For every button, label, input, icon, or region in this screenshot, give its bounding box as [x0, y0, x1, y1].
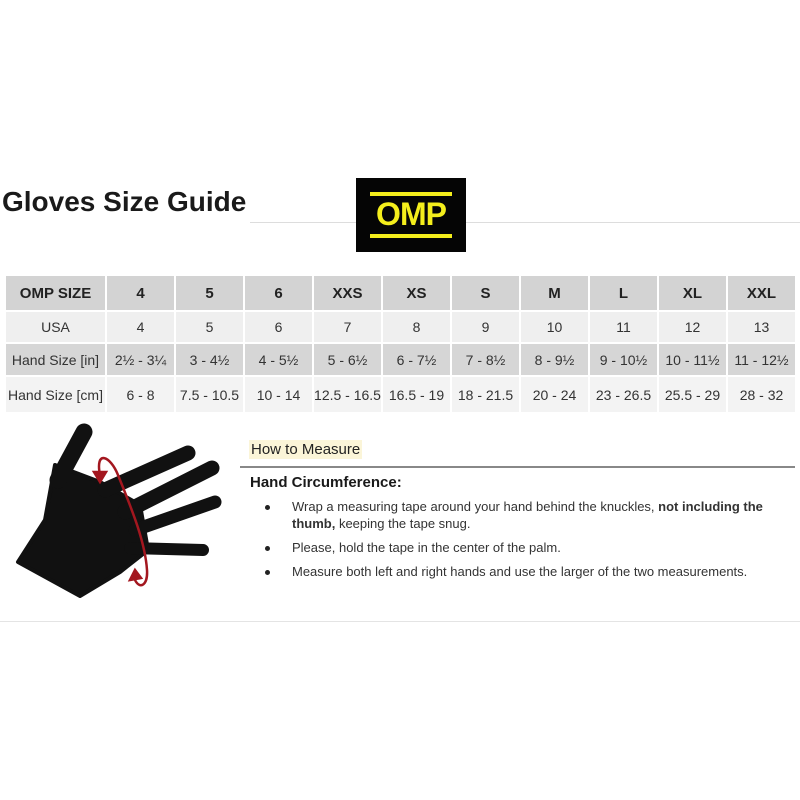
hand-measure-illustration [16, 423, 222, 598]
table-row: USA 4 5 6 7 8 9 10 11 12 13 [6, 312, 795, 342]
header-cell: XXL [728, 276, 795, 310]
bullet-text: Measure both left and right hands and us… [292, 564, 748, 579]
how-to-measure-heading: How to Measure [249, 440, 363, 459]
table-cell: 20 - 24 [521, 377, 588, 412]
omp-logo: OMP [356, 178, 466, 252]
bullet-bold-text: not including the thumb, [292, 499, 763, 531]
row-label-cell: Hand Size [in] [6, 344, 105, 375]
size-table: OMP SIZE 4 5 6 XXS XS S M L XL XXL USA 4 5 6 7 8 9 10 11 12 1… [4, 274, 797, 414]
table-cell: 4 [107, 312, 174, 342]
table-cell: 5 [176, 312, 243, 342]
table-cell: 6 [245, 312, 312, 342]
header-cell: 5 [176, 276, 243, 310]
table-cell: 13 [728, 312, 795, 342]
logo-bar [370, 192, 452, 196]
table-cell: 6 - 8 [107, 377, 174, 412]
divider [0, 621, 800, 622]
hand-icon [16, 423, 222, 598]
table-cell: 12.5 - 16.5 [314, 377, 381, 412]
instructions-list: Wrap a measuring tape around your hand b… [262, 498, 792, 587]
header-cell: L [590, 276, 657, 310]
table-cell: 10 - 11½ [659, 344, 726, 375]
logo-bar [370, 234, 452, 238]
divider [250, 222, 800, 223]
bullet-text: Wrap a measuring tape around your hand b… [292, 499, 659, 514]
header-cell: M [521, 276, 588, 310]
table-row: Hand Size [cm] 6 - 8 7.5 - 10.5 10 - 14 12.5… [6, 377, 795, 412]
table-cell: 4 - 5½ [245, 344, 312, 375]
table-header-row: OMP SIZE 4 5 6 XXS XS S M L XL XXL [6, 276, 795, 310]
hand-circumference-heading: Hand Circumference: [250, 474, 402, 491]
table-cell: 7 - 8½ [452, 344, 519, 375]
page-title: Gloves Size Guide [2, 186, 247, 217]
table-cell: 8 - 9½ [521, 344, 588, 375]
table-cell: 28 - 32 [728, 377, 795, 412]
table-row: Hand Size [in] 2½ - 3¼ 3 - 4½ 4 - 5½ 5 - 6½ 6… [6, 344, 795, 375]
table-cell: 5 - 6½ [314, 344, 381, 375]
list-item: Wrap a measuring tape around your hand b… [262, 498, 792, 532]
header-cell: 6 [245, 276, 312, 310]
table-cell: 9 - 10½ [590, 344, 657, 375]
table-cell: 9 [452, 312, 519, 342]
row-label-cell: Hand Size [cm] [6, 377, 105, 412]
header-cell: OMP SIZE [6, 276, 105, 310]
table-cell: 10 - 14 [245, 377, 312, 412]
list-item: Measure both left and right hands and us… [262, 563, 792, 580]
list-item: Please, hold the tape in the center of t… [262, 539, 792, 556]
divider [240, 466, 795, 468]
table-cell: 2½ - 3¼ [107, 344, 174, 375]
bullet-text: keeping the tape snug. [335, 516, 471, 531]
table-cell: 3 - 4½ [176, 344, 243, 375]
table-cell: 18 - 21.5 [452, 377, 519, 412]
bullet-text: Please, hold the tape in the center of t… [292, 540, 561, 555]
table-cell: 6 - 7½ [383, 344, 450, 375]
table-cell: 10 [521, 312, 588, 342]
header-cell: S [452, 276, 519, 310]
table-cell: 11 [590, 312, 657, 342]
header-cell: XS [383, 276, 450, 310]
table-cell: 16.5 - 19 [383, 377, 450, 412]
table-cell: 11 - 12½ [728, 344, 795, 375]
table-cell: 8 [383, 312, 450, 342]
row-label-cell: USA [6, 312, 105, 342]
header-cell: XL [659, 276, 726, 310]
header-cell: XXS [314, 276, 381, 310]
table-cell: 23 - 26.5 [590, 377, 657, 412]
header-cell: 4 [107, 276, 174, 310]
logo-text: OMP [376, 196, 447, 232]
table-cell: 25.5 - 29 [659, 377, 726, 412]
table-cell: 7 [314, 312, 381, 342]
measuring-tape-icon [91, 456, 149, 587]
table-cell: 7.5 - 10.5 [176, 377, 243, 412]
table-cell: 12 [659, 312, 726, 342]
